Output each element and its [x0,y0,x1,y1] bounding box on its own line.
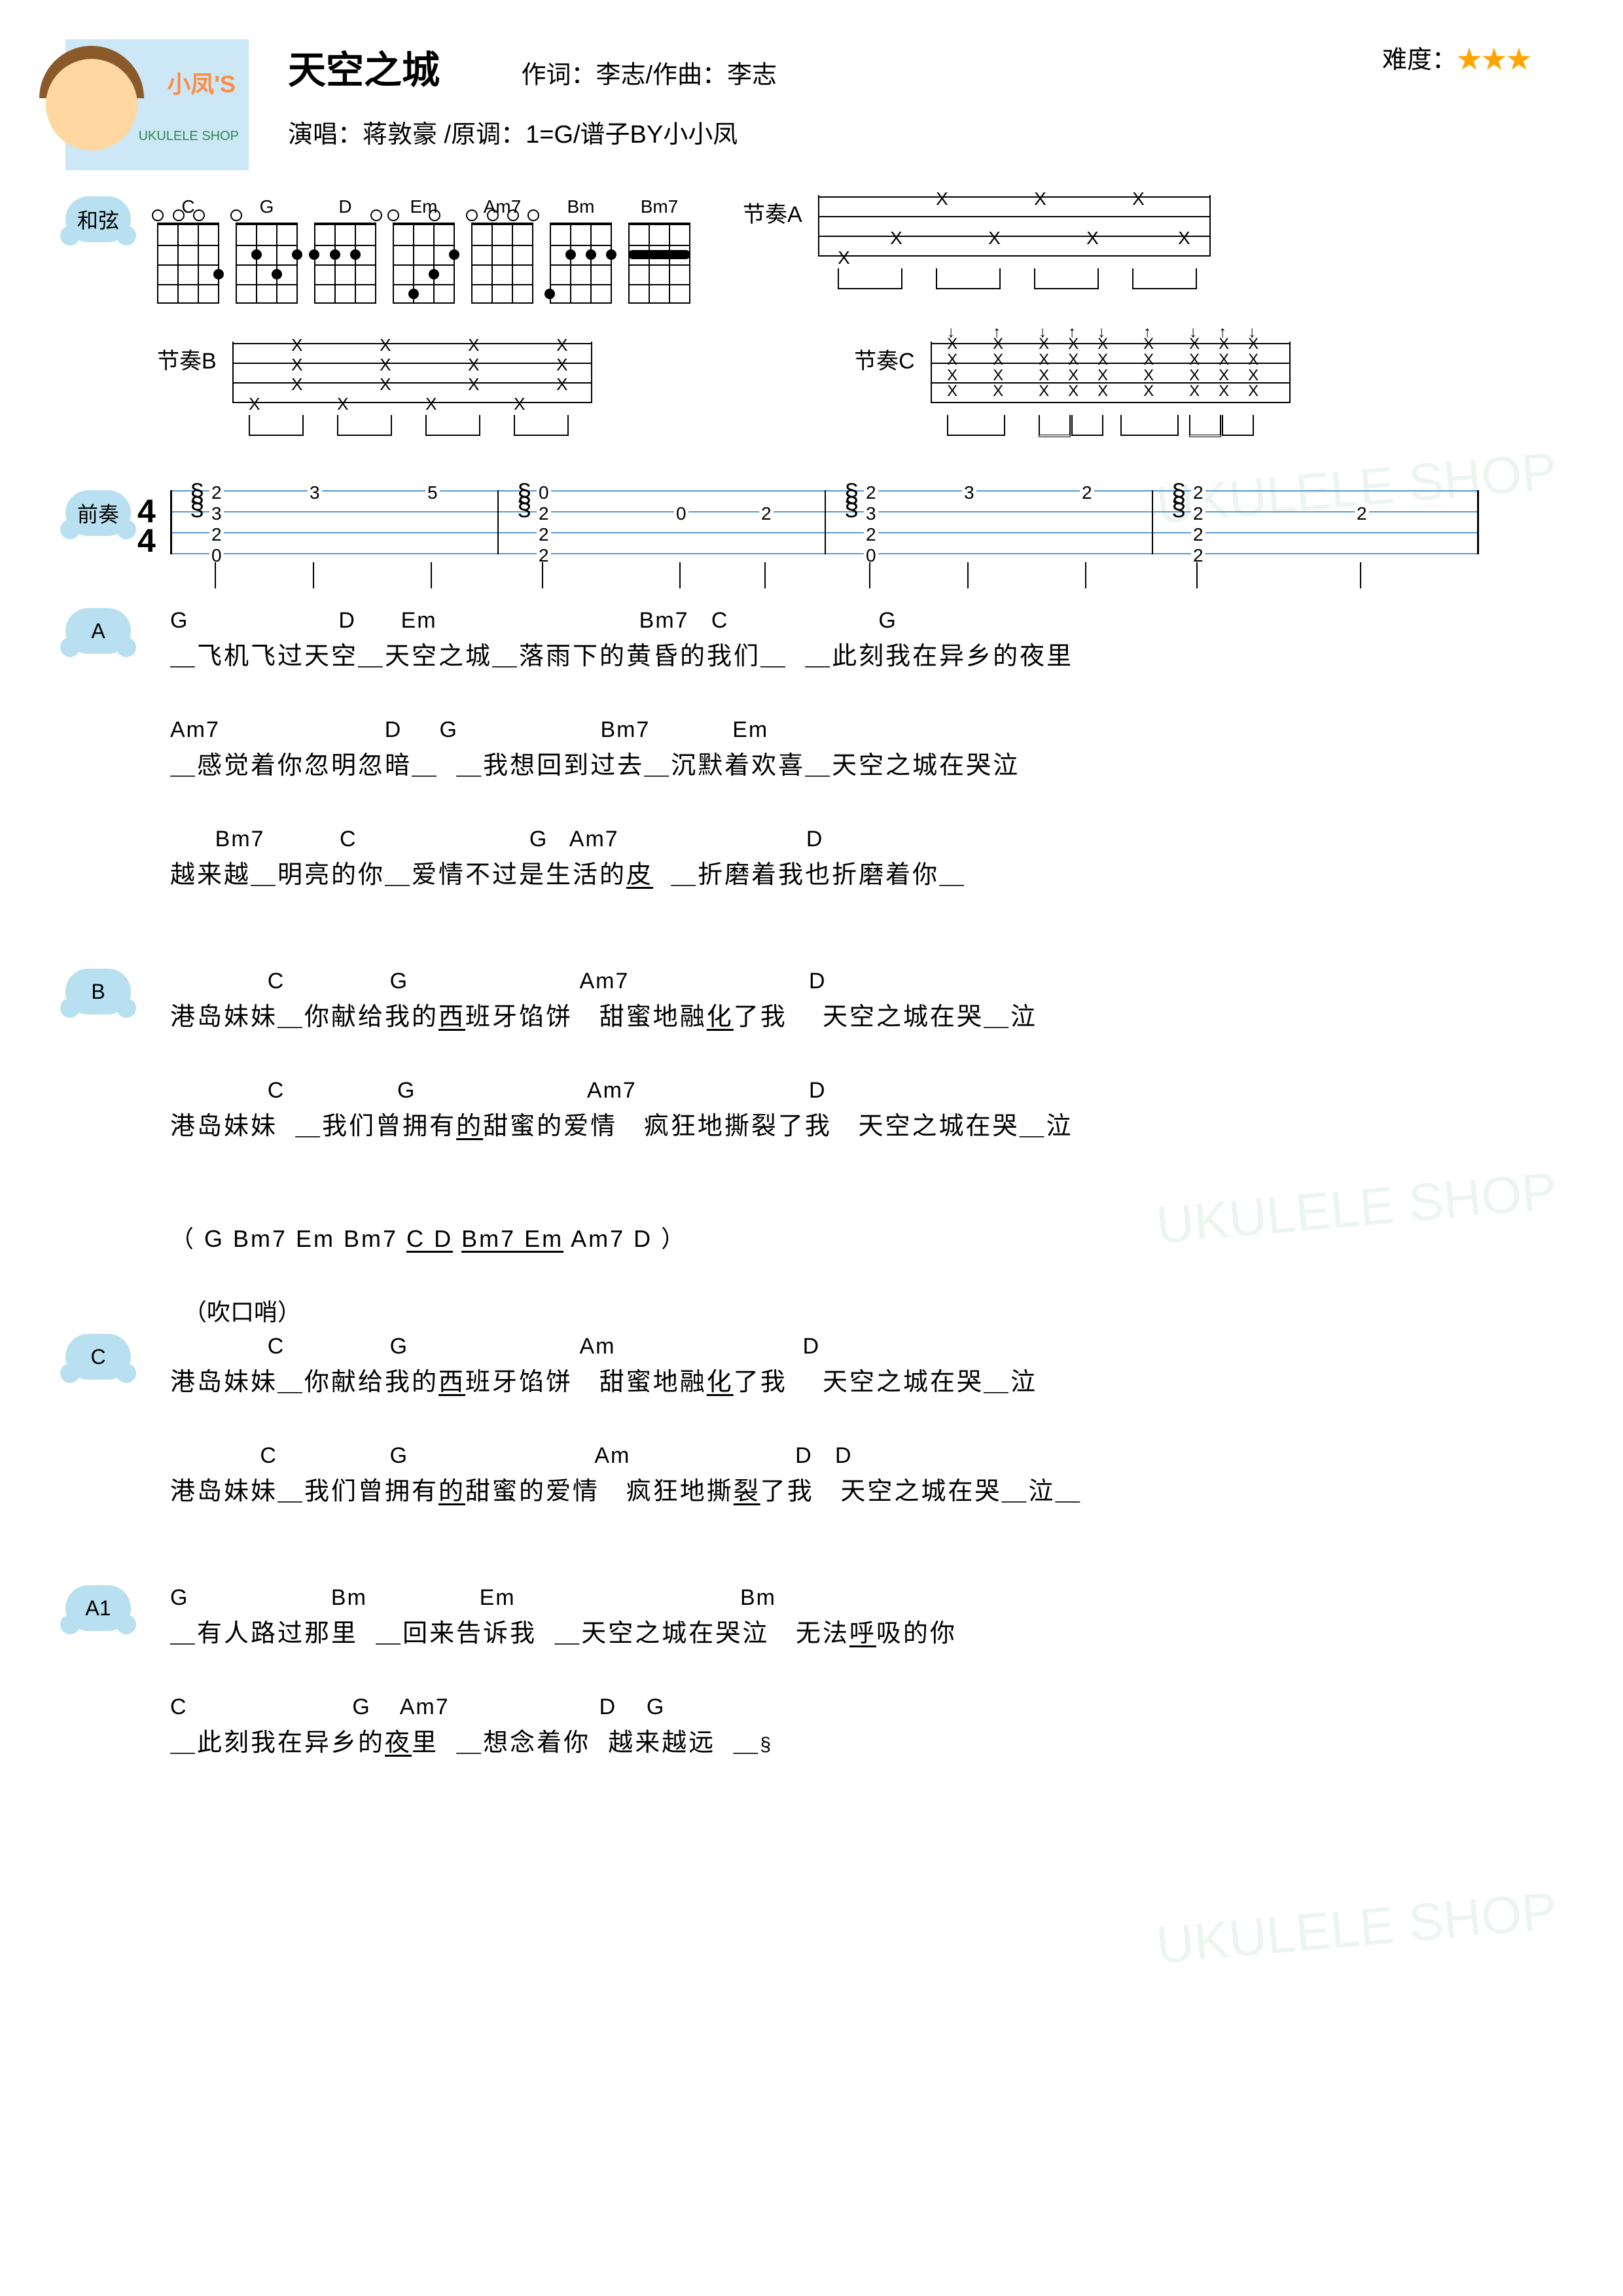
arpeggio-icon: § [760,1734,773,1756]
lyric-line: C G Am D 港岛妹妹＿你献给我的西班牙馅饼 甜蜜地融化了我 天空之城在哭＿… [170,1334,1558,1397]
section-a1: A1 G Bm Em Bm ＿有人路过那里 ＿回来告诉我 ＿天空之城在哭泣 无法… [65,1585,1558,1804]
badge-a1: A1 [65,1585,131,1631]
header: 小凤'S UKULELE SHOP 天空之城 作词：李志/作曲：李志 难度：★★… [65,39,1558,170]
rhythm-c: 节奏C ↓ ↑ ↓ ↑ ↓ ↑ ↓ ↑ ↓ XXXX XXXX XXXX XXX… [854,343,1291,425]
rhythm-a: 节奏A X X X X X X X X [743,196,1211,278]
lyric-text: 港岛妹妹＿你献给我的西班牙馅饼 甜蜜地融化了我 天空之城在哭＿泣 [170,996,1558,1032]
tab-staff: 44 §§ 2 3 2 0 3 5 §§ 0 2 2 2 0 2 §§ 2 [170,490,1479,575]
lyric-line: C G Am D D 港岛妹妹＿我们曾拥有的甜蜜的爱情 疯狂地撕裂了我 天空之城… [170,1443,1558,1507]
time-signature: 44 [137,497,156,556]
intro-section: 前奏 44 §§ 2 3 2 0 3 5 §§ 0 2 2 2 0 2 [65,490,1558,575]
lyric-text: ＿此刻我在异乡的夜里 ＿想念着你 越来越远 ＿§ [170,1722,1558,1758]
lyric-text: ＿飞机飞过天空＿天空之城＿落雨下的黄昏的我们＿ ＿此刻我在异乡的夜里 [170,636,1558,672]
section-b: B C G Am7 D 港岛妹妹＿你献给我的西班牙馅饼 甜蜜地融化了我 天空之城… [65,969,1558,1187]
logo: 小凤'S UKULELE SHOP [65,39,249,170]
lyric-line: G Bm Em Bm ＿有人路过那里 ＿回来告诉我 ＿天空之城在哭泣 无法呼吸的… [170,1585,1558,1649]
chord-g: G [236,196,298,304]
section-c: C C G Am D 港岛妹妹＿你献给我的西班牙馅饼 甜蜜地融化了我 天空之城在… [65,1334,1558,1552]
lyric-text: ＿有人路过那里 ＿回来告诉我 ＿天空之城在哭泣 无法呼吸的你 [170,1613,1558,1649]
lyric-text: 港岛妹妹＿我们曾拥有的甜蜜的爱情 疯狂地撕裂了我 天空之城在哭＿泣＿ [170,1471,1558,1507]
lyric-text: 港岛妹妹 ＿我们曾拥有的甜蜜的爱情 疯狂地撕裂了我 天空之城在哭＿泣 [170,1105,1558,1141]
badge-b: B [65,969,131,1014]
lyric-text: ＿感觉着你忽明忽暗＿ ＿我想回到过去＿沉默着欢喜＿天空之城在哭泣 [170,745,1558,781]
interlude: （ G Bm7 Em Bm7 C D Bm7 Em Am7 D ） [170,1220,1558,1254]
lyric-line: G D Em Bm7 C G ＿飞机飞过天空＿天空之城＿落雨下的黄昏的我们＿ ＿… [170,608,1558,672]
whistle-label: （吹口哨） [183,1293,1558,1327]
chord-row: C G D [157,196,690,304]
chord-c: C [157,196,219,304]
rhythm-row2: 节奏B X X X X X X X X X X X X X X X X [157,343,1558,425]
logo-sub: UKULELE SHOP [139,129,239,144]
chord-am7: Am7 [471,196,533,304]
chords-section: 和弦 C G D [65,196,1558,304]
lyric-line: C G Am7 D 港岛妹妹 ＿我们曾拥有的甜蜜的爱情 疯狂地撕裂了我 天空之城… [170,1078,1558,1141]
song-title: 天空之城 [288,39,440,94]
lyric-text: 越来越＿明亮的你＿爱情不过是生活的皮 ＿折磨着我也折磨着你＿ [170,854,1558,890]
watermark: UKULELE SHOP [1154,1880,1560,1975]
section-a: A G D Em Bm7 C G ＿飞机飞过天空＿天空之城＿落雨下的黄昏的我们＿… [65,608,1558,936]
difficulty: 难度：★★★ [1382,39,1531,75]
title-area: 天空之城 作词：李志/作曲：李志 难度：★★★ 演唱：蒋敦豪 /原调：1=G/谱… [288,39,1558,150]
chord-bm: Bm [550,196,612,304]
star-icon: ★★★ [1457,46,1531,74]
chord-em: Em [393,196,455,304]
lyric-line: Am7 D G Bm7 Em ＿感觉着你忽明忽暗＿ ＿我想回到过去＿沉默着欢喜＿… [170,717,1558,781]
chord-bm7: Bm7 [628,196,690,304]
chord-d: D [314,196,376,304]
credits: 作词：李志/作曲：李志 [521,54,777,90]
logo-text: 小凤'S [167,65,236,99]
badge-a: A [65,608,131,654]
badge-intro: 前奏 [65,490,131,536]
lyric-line: C G Am7 D 港岛妹妹＿你献给我的西班牙馅饼 甜蜜地融化了我 天空之城在哭… [170,969,1558,1032]
lyric-text: 港岛妹妹＿你献给我的西班牙馅饼 甜蜜地融化了我 天空之城在哭＿泣 [170,1361,1558,1397]
rhythm-b: 节奏B X X X X X X X X X X X X X X X X [157,343,592,425]
page: UKULELE SHOP UKULELE SHOP UKULELE SHOP 小… [0,0,1623,2296]
badge-chords: 和弦 [65,196,131,242]
badge-c: C [65,1334,131,1380]
lyric-line: C G Am7 D G ＿此刻我在异乡的夜里 ＿想念着你 越来越远 ＿§ [170,1695,1558,1758]
performer: 演唱：蒋敦豪 /原调：1=G/谱子BY小小凤 [288,114,1558,150]
lyric-line: Bm7 C G Am7 D 越来越＿明亮的你＿爱情不过是生活的皮 ＿折磨着我也折… [170,827,1558,890]
